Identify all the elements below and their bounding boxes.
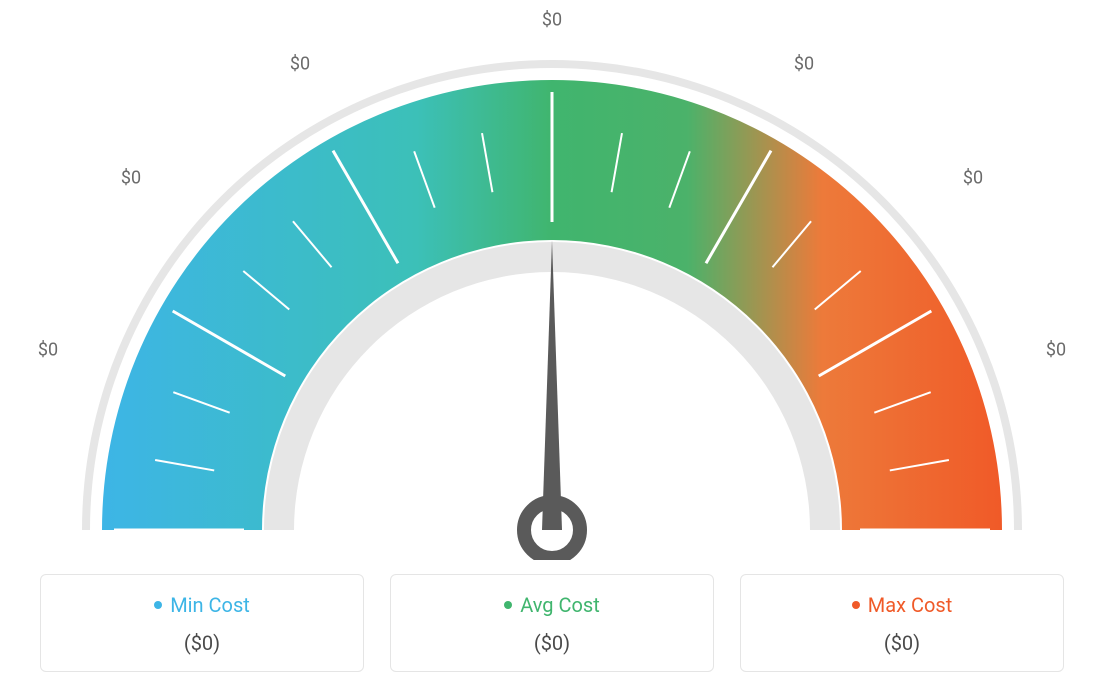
legend-dot-max: [852, 601, 860, 609]
gauge-tick-label: $0: [290, 54, 310, 75]
legend-value-max: ($0): [751, 631, 1053, 655]
legend-dot-min: [154, 601, 162, 609]
legend-label-max: Max Cost: [868, 593, 953, 617]
legend-box-avg: Avg Cost ($0): [390, 574, 714, 672]
legend-value-avg: ($0): [401, 631, 703, 655]
legend-box-min: Min Cost ($0): [40, 574, 364, 672]
gauge-tick-label: $0: [121, 168, 141, 189]
legend-label-min: Min Cost: [170, 593, 250, 617]
gauge-tick-label: $0: [38, 340, 58, 361]
gauge-tick-label: $0: [963, 168, 983, 189]
legend-box-max: Max Cost ($0): [740, 574, 1064, 672]
legend-row: Min Cost ($0) Avg Cost ($0) Max Cost ($0…: [40, 574, 1064, 672]
gauge-chart: $0 $0 $0 $0 $0 $0 $0: [0, 0, 1104, 560]
legend-title-min: Min Cost: [154, 593, 250, 617]
legend-title-max: Max Cost: [852, 593, 953, 617]
legend-title-avg: Avg Cost: [504, 593, 600, 617]
legend-dot-avg: [504, 601, 512, 609]
gauge-tick-label: $0: [794, 54, 814, 75]
gauge-tick-label: $0: [542, 10, 562, 31]
gauge-tick-label: $0: [1046, 340, 1066, 361]
gauge-svg: [0, 0, 1104, 560]
legend-label-avg: Avg Cost: [520, 593, 600, 617]
legend-value-min: ($0): [51, 631, 353, 655]
